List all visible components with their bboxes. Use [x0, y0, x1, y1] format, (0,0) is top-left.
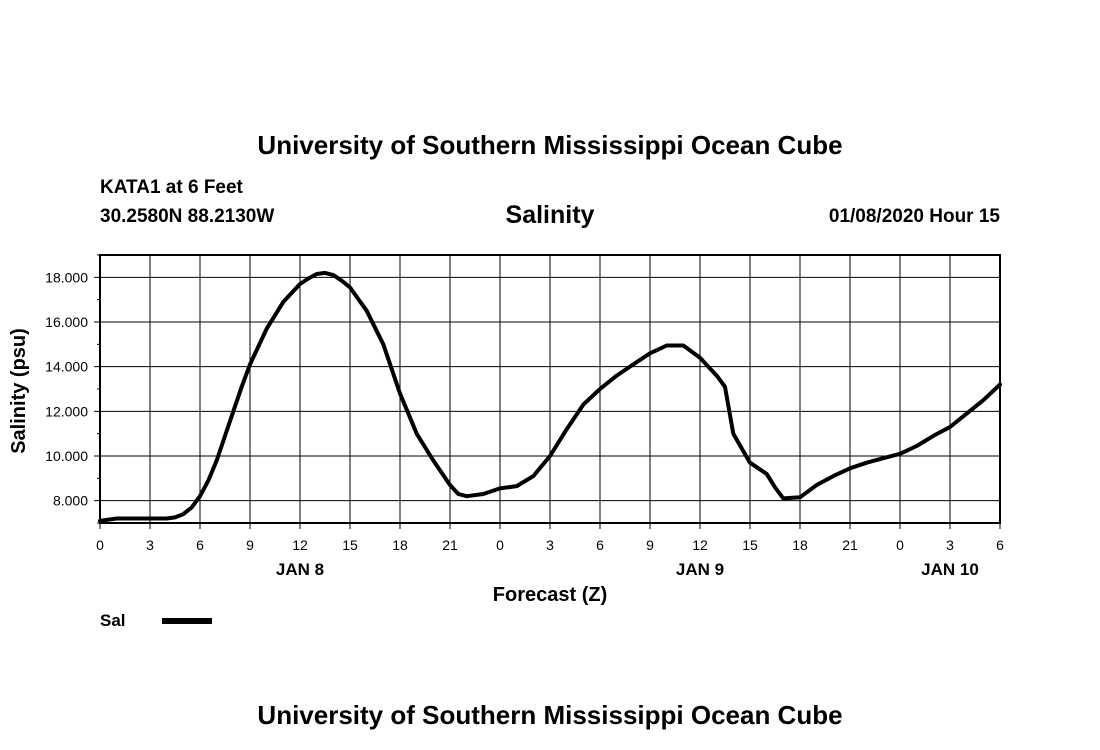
x-tick-label: 3 — [546, 537, 554, 553]
x-tick-label: 18 — [792, 537, 808, 553]
day-labels: JAN 8 JAN 9 JAN 10 — [276, 560, 979, 579]
y-tick-labels: 8.000 10.000 12.000 14.000 16.000 18.000 — [45, 269, 88, 508]
plot-frame — [99, 254, 1001, 524]
y-tick-label: 12.000 — [45, 403, 88, 419]
x-tick-label: 21 — [842, 537, 858, 553]
legend-label: Sal — [100, 611, 126, 630]
y-tick-label: 18.000 — [45, 269, 88, 285]
day-label: JAN 10 — [921, 560, 979, 579]
x-tick-labels: 0 3 6 9 12 15 18 21 0 3 6 9 12 15 18 21 0 3 6 — [96, 537, 1004, 553]
day-label: JAN 9 — [676, 560, 724, 579]
station-coordinates: 30.2580N 88.2130W — [100, 206, 275, 227]
chart-title-bottom: University of Southern Mississippi Ocean… — [257, 700, 843, 730]
x-tick-label: 9 — [246, 537, 254, 553]
chart-subtitle: Salinity — [505, 201, 595, 229]
x-axis-label: Forecast (Z) — [493, 584, 607, 606]
y-axis-label: Salinity (psu) — [8, 328, 30, 454]
x-tick-label: 12 — [292, 537, 308, 553]
x-tick-label: 15 — [342, 537, 358, 553]
x-tick-label: 15 — [742, 537, 758, 553]
x-tick-label: 0 — [496, 537, 504, 553]
forecast-datetime: 01/08/2020 Hour 15 — [828, 206, 1000, 227]
x-tick-label: 6 — [996, 537, 1004, 553]
x-tick-label: 0 — [896, 537, 904, 553]
salinity-series-line — [98, 270, 1002, 523]
day-label: JAN 8 — [276, 560, 324, 579]
x-tick-label: 0 — [96, 537, 104, 553]
x-tick-label: 12 — [692, 537, 708, 553]
x-tick-label: 9 — [646, 537, 654, 553]
y-tick-label: 16.000 — [45, 314, 88, 330]
x-tick-label: 6 — [596, 537, 604, 553]
y-tick-label: 8.000 — [53, 493, 88, 509]
y-tick-label: 10.000 — [45, 448, 88, 464]
y-tick-label: 14.000 — [45, 359, 88, 375]
legend: Sal — [100, 611, 212, 630]
x-tick-label: 21 — [442, 537, 458, 553]
grid — [94, 255, 1001, 529]
x-tick-label: 3 — [146, 537, 154, 553]
x-tick-label: 3 — [946, 537, 954, 553]
x-tick-label: 6 — [196, 537, 204, 553]
chart-title-top: University of Southern Mississippi Ocean… — [257, 130, 843, 160]
x-tick-label: 18 — [392, 537, 408, 553]
station-label: KATA1 at 6 Feet — [100, 177, 243, 198]
